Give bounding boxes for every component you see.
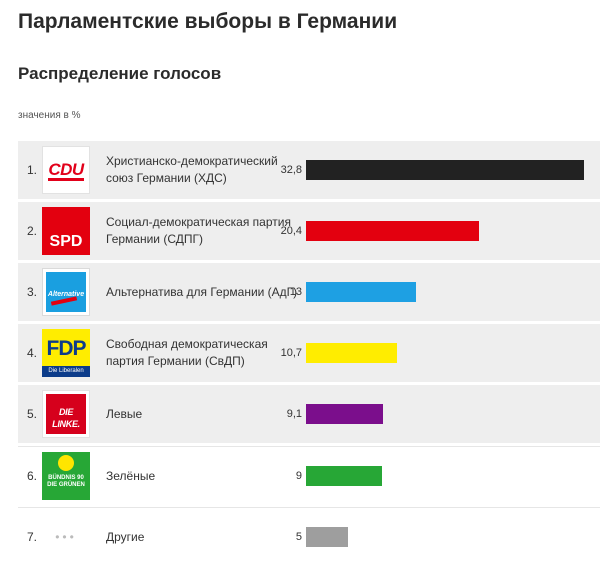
party-name: Социал-демократическая партия Германии (… <box>106 215 291 246</box>
units-label: значения в % <box>18 110 81 121</box>
chart-title: Парламентские выборы в Германии <box>18 10 398 33</box>
value-label: 5 <box>295 531 302 543</box>
gruene-logo-icon: BÜNDNIS 90 DIE GRÜNEN <box>42 452 90 500</box>
party-row-spd: 2. SPD Социал-демократическая партия Гер… <box>18 202 600 260</box>
party-row-linke: 5. DIE LINKE. Левые 9,1 <box>18 385 600 443</box>
fdp-logo-icon: FDP Die Liberalen <box>42 329 90 377</box>
chart-subtitle: Распределение голосов <box>18 64 222 83</box>
party-row-afd: 3. Alternative Альтернатива для Германии… <box>18 263 600 321</box>
bar <box>306 160 584 180</box>
afd-logo-icon: Alternative <box>42 268 90 316</box>
value-label: 13 <box>289 286 302 298</box>
party-row-other: 7. ••• Другие 5 <box>18 507 600 565</box>
bar <box>306 466 382 486</box>
rank-label: 4. <box>27 346 38 360</box>
cdu-logo-icon: CDU <box>42 146 90 194</box>
party-name: Христианско-демократический союз Германи… <box>106 154 278 185</box>
party-name: Левые <box>106 406 143 421</box>
value-label: 9,1 <box>286 408 302 420</box>
linke-logo-icon: DIE LINKE. <box>42 390 90 438</box>
party-name: Альтернатива для Германии (АдГ) <box>106 284 298 299</box>
value-label: 10,7 <box>280 347 302 359</box>
results-list: 1. CDU Христианско-демократический союз … <box>18 141 600 568</box>
bar <box>306 404 383 424</box>
bar <box>306 282 416 302</box>
rank-label: 7. <box>27 530 38 544</box>
party-name: Зелёные <box>106 468 156 483</box>
rank-label: 5. <box>27 407 38 421</box>
value-label: 9 <box>295 470 302 482</box>
value-label: 32,8 <box>280 164 302 176</box>
dots-icon: ••• <box>55 530 77 544</box>
rank-label: 3. <box>27 285 38 299</box>
bar <box>306 527 348 547</box>
bar <box>306 343 397 363</box>
spd-logo-icon: SPD <box>42 207 90 255</box>
party-name: Другие <box>106 529 145 544</box>
party-row-fdp: 4. FDP Die Liberalen Свободная демократи… <box>18 324 600 382</box>
bar <box>306 221 479 241</box>
party-row-gruene: 6. BÜNDNIS 90 DIE GRÜNEN Зелёные 9 <box>18 446 600 504</box>
party-name: Свободная демократическая партия Германи… <box>106 337 268 368</box>
rank-label: 2. <box>27 224 38 238</box>
party-row-cdu: 1. CDU Христианско-демократический союз … <box>18 141 600 199</box>
rank-label: 1. <box>27 163 38 177</box>
value-label: 20,4 <box>280 225 302 237</box>
rank-label: 6. <box>27 469 38 483</box>
